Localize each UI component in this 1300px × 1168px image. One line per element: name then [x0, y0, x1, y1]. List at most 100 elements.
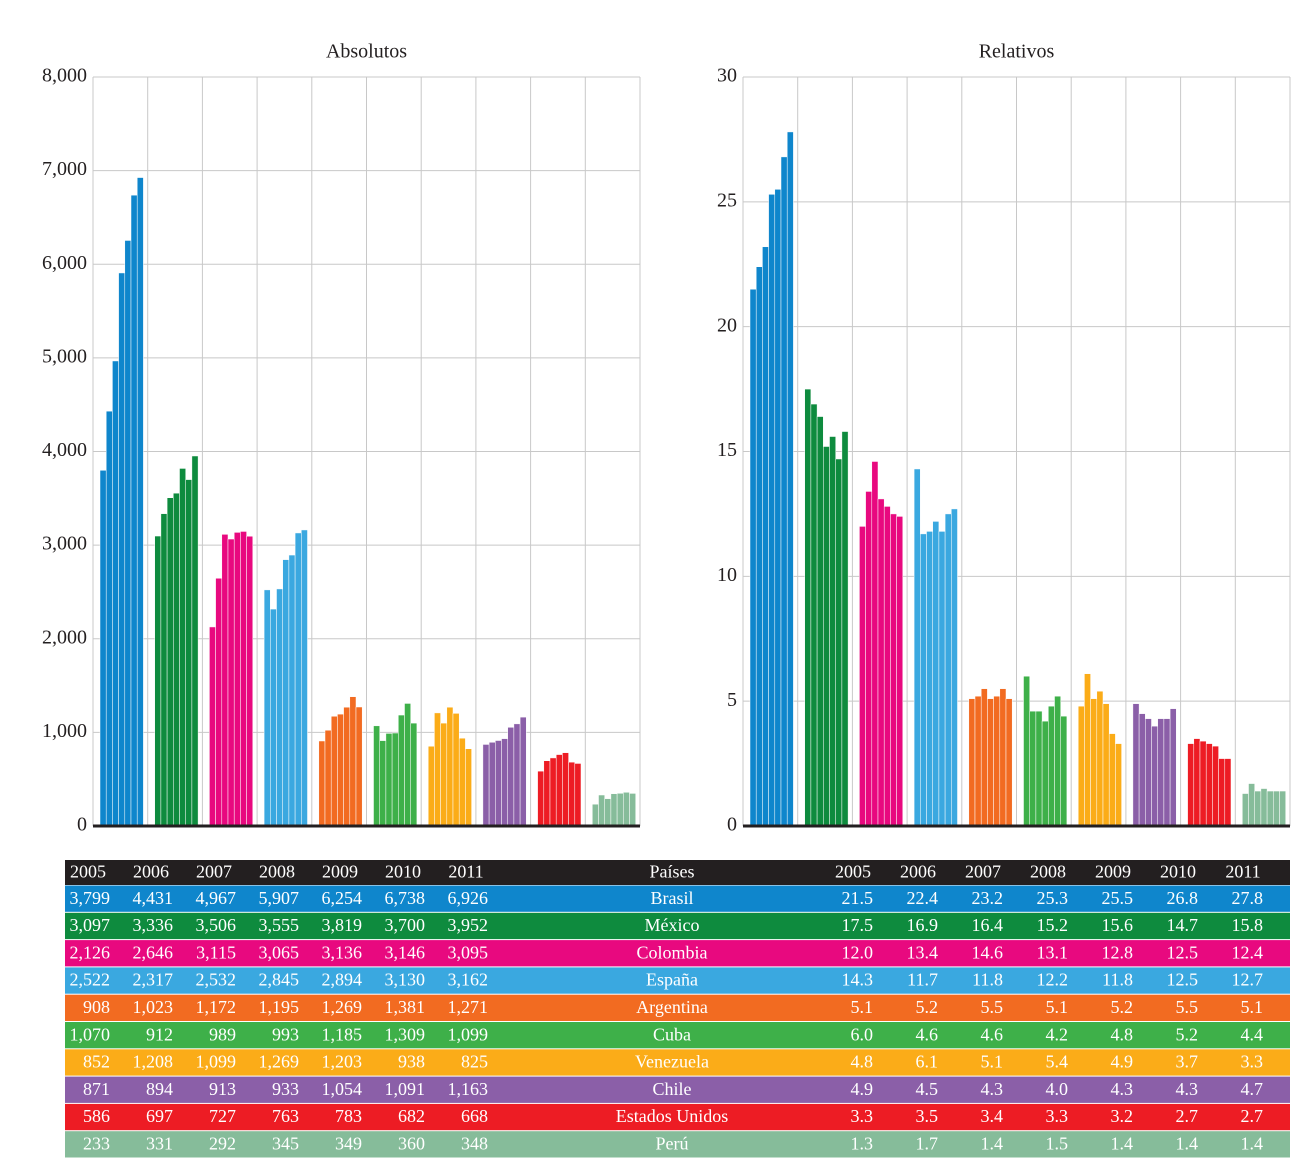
bar — [124, 240, 132, 827]
bar — [592, 803, 599, 827]
y-tick-label: 0 — [727, 814, 737, 836]
bar — [488, 742, 496, 827]
table-cell: 1,163 — [448, 1079, 489, 1099]
bar — [1145, 718, 1152, 827]
table-year-header: 2009 — [1095, 862, 1131, 882]
table-cell: 933 — [272, 1079, 299, 1099]
table-cell: 12.5 — [1167, 970, 1199, 990]
table-cell: 2.7 — [1241, 1106, 1264, 1126]
table-row-bg — [65, 1103, 1290, 1131]
table-cell: 1,054 — [322, 1079, 363, 1099]
bar — [160, 513, 168, 827]
bar — [130, 194, 138, 827]
bar — [543, 760, 551, 827]
table-cell: 11.8 — [972, 970, 1003, 990]
table-cell: 783 — [335, 1106, 362, 1126]
bar — [355, 706, 363, 827]
table-cell: 14.3 — [842, 970, 874, 990]
bar — [495, 740, 502, 827]
table-cell: 2,845 — [259, 970, 300, 990]
table-year-header: 2011 — [448, 862, 483, 882]
bar — [980, 688, 988, 827]
table-cell: 348 — [461, 1133, 488, 1153]
bar — [301, 529, 308, 827]
y-tick-label: 8,000 — [42, 65, 87, 87]
table-year-header: 2006 — [900, 862, 936, 882]
table-cell: 697 — [146, 1106, 173, 1126]
bar — [568, 761, 576, 827]
table-cell: 3.3 — [851, 1106, 874, 1126]
table-row-bg — [65, 1076, 1290, 1103]
bar — [404, 703, 411, 827]
bar — [993, 695, 1001, 827]
bar — [501, 738, 508, 827]
table-cell: 4.3 — [981, 1079, 1004, 1099]
bar — [1273, 790, 1280, 827]
bar — [324, 729, 332, 827]
table-cell: 4.6 — [981, 1024, 1004, 1044]
bar — [1115, 743, 1122, 827]
bar — [1218, 758, 1226, 827]
bar — [1187, 743, 1195, 827]
bar — [574, 763, 582, 827]
table-year-header: 2008 — [259, 862, 295, 882]
table-row-bg — [65, 1022, 1290, 1049]
bar — [1254, 790, 1262, 827]
bar — [932, 521, 940, 827]
bar — [513, 723, 521, 827]
table-cell: 1,091 — [385, 1079, 426, 1099]
table-cell: 1,172 — [196, 997, 237, 1017]
table-cell: 1.7 — [916, 1133, 939, 1153]
bar — [896, 516, 904, 827]
table-year-header: 2005 — [70, 862, 106, 882]
bar — [1151, 725, 1158, 827]
country-name: Perú — [656, 1133, 689, 1153]
table-cell: 6,926 — [448, 888, 489, 908]
bar — [1041, 720, 1049, 827]
table-cell: 4.3 — [1176, 1079, 1199, 1099]
table-cell: 4.9 — [851, 1079, 874, 1099]
bar — [1054, 695, 1061, 827]
bar — [871, 461, 879, 827]
bar — [1260, 788, 1268, 827]
bar — [337, 713, 344, 827]
bar — [913, 468, 921, 827]
table-cell: 871 — [83, 1079, 110, 1099]
table-cell: 16.9 — [907, 915, 939, 935]
table-cell: 22.4 — [907, 888, 939, 908]
bar — [816, 416, 824, 827]
bar — [629, 793, 636, 827]
bar — [1005, 698, 1013, 827]
bar — [318, 740, 326, 827]
table-cell: 15.8 — [1232, 915, 1264, 935]
table-cell: 1,269 — [259, 1052, 300, 1072]
table-cell: 993 — [272, 1024, 299, 1044]
y-tick-label: 15 — [717, 439, 737, 461]
table-cell: 5,907 — [259, 888, 300, 908]
bar — [616, 793, 624, 827]
table-cell: 26.8 — [1167, 888, 1199, 908]
table-cell: 1,309 — [385, 1024, 426, 1044]
country-name: Argentina — [636, 997, 708, 1017]
table-cell: 1.4 — [1176, 1133, 1199, 1153]
y-tick-label: 5,000 — [42, 345, 87, 367]
table-cell: 4,431 — [133, 888, 174, 908]
table-cell: 292 — [209, 1133, 236, 1153]
bar — [434, 712, 441, 827]
table-year-header: 2006 — [133, 862, 169, 882]
table-cell: 5.2 — [1176, 1024, 1199, 1044]
y-tick-label: 5 — [727, 689, 737, 711]
table-cell: 3,555 — [259, 915, 300, 935]
table-cell: 3,146 — [385, 942, 426, 962]
table-cell: 4.6 — [916, 1024, 939, 1044]
table-cell: 4.4 — [1241, 1024, 1264, 1044]
bar — [823, 446, 830, 827]
table-cell: 3.5 — [916, 1106, 939, 1126]
table-cell: 3.3 — [1046, 1106, 1069, 1126]
table-cell: 1,023 — [133, 997, 174, 1017]
table-cell: 1,099 — [448, 1024, 489, 1044]
chart-title: Relativos — [979, 41, 1055, 63]
table-year-header: 2010 — [1160, 862, 1196, 882]
bar — [209, 626, 216, 827]
table-cell: 5.2 — [916, 997, 939, 1017]
